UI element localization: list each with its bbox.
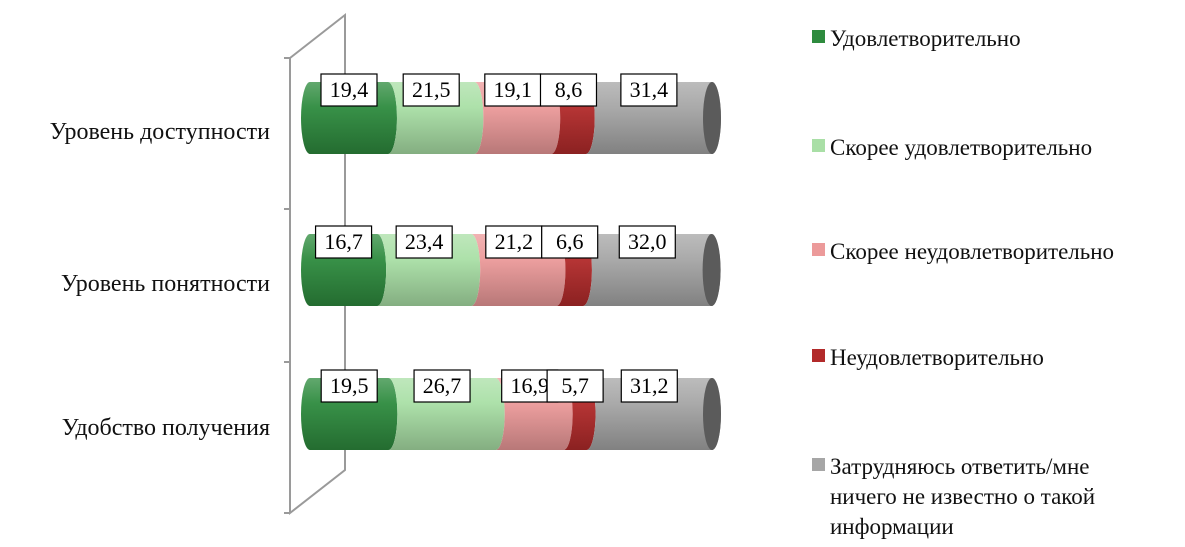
data-label: 32,0 <box>618 225 676 259</box>
category-label: Уровень понятности <box>61 271 270 297</box>
svg-text:19,5: 19,5 <box>330 373 369 398</box>
data-label: 8,6 <box>539 73 598 107</box>
svg-text:16,7: 16,7 <box>324 229 363 254</box>
bar-row <box>301 234 721 306</box>
svg-text:26,7: 26,7 <box>423 373 462 398</box>
data-label: 19,5 <box>320 369 378 403</box>
svg-text:16,9: 16,9 <box>510 373 549 398</box>
data-label: 19,4 <box>320 73 378 107</box>
legend-swatch <box>812 243 825 256</box>
legend-swatch <box>812 30 825 43</box>
category-label: Уровень доступности <box>50 119 271 145</box>
category-label: Удобство получения <box>62 415 270 441</box>
legend-item: Неудовлетворительно <box>812 343 1185 373</box>
svg-text:19,4: 19,4 <box>330 77 369 102</box>
data-label: 5,7 <box>546 369 604 403</box>
svg-text:31,4: 31,4 <box>630 77 669 102</box>
svg-text:8,6: 8,6 <box>555 77 583 102</box>
bar-segment <box>586 378 721 450</box>
bar-segment <box>585 82 721 154</box>
bar-end-cap <box>703 378 721 450</box>
bar-segment <box>582 234 721 306</box>
category-axis <box>284 12 346 516</box>
legend-label: Неудовлетворительно <box>830 345 1044 370</box>
data-label: 31,4 <box>620 73 678 107</box>
svg-text:31,2: 31,2 <box>630 373 669 398</box>
legend-label: Удовлетворительно <box>830 26 1021 51</box>
legend-swatch <box>812 139 825 152</box>
data-label: 21,2 <box>485 225 543 259</box>
legend-label: Скорее неудовлетворительно <box>830 239 1115 264</box>
svg-text:32,0: 32,0 <box>628 229 667 254</box>
data-label: 16,7 <box>314 225 373 259</box>
legend-label: Скорее удовлетворительно <box>830 135 1093 160</box>
data-label: 6,6 <box>541 225 599 259</box>
svg-text:21,5: 21,5 <box>412 77 451 102</box>
legend-item: Затрудняюсь ответить/мне ничего не извес… <box>812 452 1185 542</box>
data-label: 19,1 <box>484 73 542 107</box>
data-labels: 19,4 21,5 19,1 8,6 31,4 16,7 23,4 21,2 6,6 32,0 19… <box>314 73 678 403</box>
legend-item: Удовлетворительно <box>812 24 1185 54</box>
category-labels: Уровень доступности Уровень понятности Удо… <box>50 119 271 441</box>
svg-text:19,1: 19,1 <box>494 77 533 102</box>
legend: Удовлетворительно Скорее удовлетворительн… <box>812 0 1185 547</box>
legend-item: Скорее удовлетворительно <box>812 133 1185 163</box>
legend-swatch <box>812 458 825 471</box>
bar-end-cap <box>703 82 721 154</box>
data-label: 23,4 <box>395 225 453 259</box>
svg-text:23,4: 23,4 <box>405 229 444 254</box>
svg-text:5,7: 5,7 <box>561 373 589 398</box>
legend-swatch <box>812 349 825 362</box>
data-label: 21,5 <box>402 73 460 107</box>
chart-area: Уровень доступности Уровень понятности Удо… <box>50 12 721 516</box>
bar-end-cap <box>702 234 721 306</box>
data-label: 26,7 <box>413 369 471 403</box>
legend-label: Затрудняюсь ответить/мне ничего не извес… <box>830 454 1096 539</box>
svg-text:21,2: 21,2 <box>495 229 534 254</box>
data-label: 31,2 <box>620 369 678 403</box>
svg-text:6,6: 6,6 <box>556 229 584 254</box>
legend-item: Скорее неудовлетворительно <box>812 237 1185 267</box>
